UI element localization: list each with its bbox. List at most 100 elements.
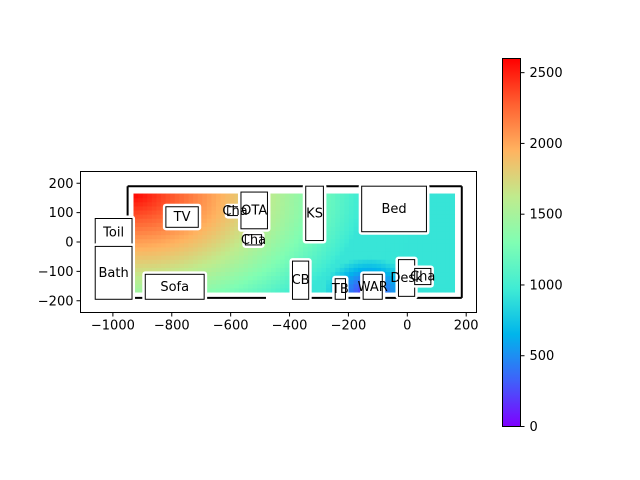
heatmap-cell xyxy=(431,279,437,285)
object-box xyxy=(291,260,310,300)
heatmap-cell xyxy=(353,218,359,223)
heatmap-cell xyxy=(348,283,355,289)
heatmap-cell xyxy=(133,218,139,223)
heatmap-cell xyxy=(293,226,300,232)
heatmap-cell xyxy=(238,238,245,244)
heatmap-cell xyxy=(440,250,446,256)
heatmap-cell xyxy=(133,250,139,256)
heatmap-cell xyxy=(183,238,190,244)
heatmap-cell xyxy=(142,238,148,244)
heatmap-cell xyxy=(431,271,437,277)
heatmap-cell xyxy=(271,275,277,281)
heatmap-cell xyxy=(426,214,433,219)
heatmap-cell xyxy=(284,242,290,248)
heatmap-cell xyxy=(261,271,268,277)
heatmap-cell xyxy=(275,201,281,207)
heatmap-cell xyxy=(266,250,272,256)
heatmap-cell xyxy=(417,234,423,240)
heatmap-cell xyxy=(371,263,378,268)
heatmap-cell xyxy=(321,267,327,273)
heatmap-cell xyxy=(257,283,263,289)
heatmap-cell xyxy=(307,242,313,248)
heatmap-cell xyxy=(275,263,281,268)
heatmap-cell xyxy=(220,255,226,260)
heatmap-cell xyxy=(220,234,226,240)
heatmap-cell xyxy=(206,222,213,227)
heatmap-cell xyxy=(353,259,359,264)
heatmap-cell xyxy=(431,205,437,211)
heatmap-cell xyxy=(133,279,139,285)
heatmap-cell xyxy=(381,234,387,240)
heatmap-cell xyxy=(449,242,456,248)
heatmap-cell xyxy=(408,234,414,240)
heatmap-cell xyxy=(161,193,167,199)
heatmap-cell xyxy=(220,263,226,268)
heatmap-cell xyxy=(216,218,222,223)
heatmap-cell xyxy=(316,250,323,256)
heatmap-cell xyxy=(220,267,226,273)
heatmap-cell xyxy=(211,193,217,199)
heatmap-cell xyxy=(440,209,446,215)
heatmap-cell xyxy=(390,259,396,264)
object-label: Bed xyxy=(381,202,406,217)
heatmap-cell xyxy=(229,283,235,289)
heatmap-cell xyxy=(417,287,423,293)
x-tick-label: 0 xyxy=(403,319,411,334)
heatmap-cell xyxy=(216,201,222,207)
heatmap-cell xyxy=(161,250,167,256)
heatmap-cell xyxy=(436,287,442,293)
heatmap-cell xyxy=(170,267,176,273)
heatmap-cell xyxy=(220,279,226,285)
heatmap-cell xyxy=(170,246,176,252)
heatmap-cell xyxy=(399,238,405,244)
y-axis: −200 −100 0 100 200 xyxy=(38,177,81,309)
heatmap-cell xyxy=(417,259,423,264)
heatmap-cell xyxy=(449,197,456,203)
heatmap-cell xyxy=(220,214,226,219)
heatmap-cell xyxy=(353,271,359,277)
object-box xyxy=(414,267,432,286)
heatmap-cell xyxy=(188,234,194,240)
heatmap-cell xyxy=(348,222,355,227)
heatmap-cell xyxy=(193,259,199,264)
object-box xyxy=(334,278,346,300)
heatmap-cell xyxy=(353,201,359,207)
heatmap-cell xyxy=(206,263,213,268)
heatmap-cell xyxy=(298,201,304,207)
heatmap-cell xyxy=(206,218,213,223)
heatmap-cell xyxy=(179,255,185,260)
heatmap-cell xyxy=(216,214,222,219)
heatmap-cell xyxy=(275,250,281,256)
heatmap-cell xyxy=(284,201,290,207)
heatmap-cell xyxy=(202,218,208,223)
heatmap-cell xyxy=(248,259,254,264)
heatmap-cell xyxy=(408,242,414,248)
heatmap-cell xyxy=(440,230,446,236)
heatmap-cell xyxy=(426,234,433,240)
heatmap-cell xyxy=(445,242,451,248)
heatmap-cell xyxy=(335,234,341,240)
heatmap-cell xyxy=(220,201,226,207)
heatmap-cell xyxy=(238,246,245,252)
heatmap-cell xyxy=(188,197,194,203)
heatmap-cell xyxy=(367,255,373,260)
heatmap-cell xyxy=(326,226,332,232)
heatmap-cell xyxy=(376,238,382,244)
heatmap-cell xyxy=(298,242,304,248)
heatmap-cell xyxy=(436,267,442,273)
heatmap-cell xyxy=(243,259,249,264)
heatmap-cell xyxy=(335,197,341,203)
object-box xyxy=(144,273,205,300)
heatmap-cell xyxy=(156,201,162,207)
heatmap-cell xyxy=(138,267,144,273)
heatmap-cell xyxy=(431,222,437,227)
heatmap-cell xyxy=(440,218,446,223)
heatmap-cell xyxy=(211,259,217,264)
heatmap-cell xyxy=(220,242,226,248)
heatmap-cell xyxy=(422,287,428,293)
heatmap-cell xyxy=(445,287,451,293)
heatmap-cell xyxy=(179,259,185,264)
heatmap-cell xyxy=(413,234,419,240)
heatmap-cell xyxy=(161,234,167,240)
heatmap-cell xyxy=(211,218,217,223)
